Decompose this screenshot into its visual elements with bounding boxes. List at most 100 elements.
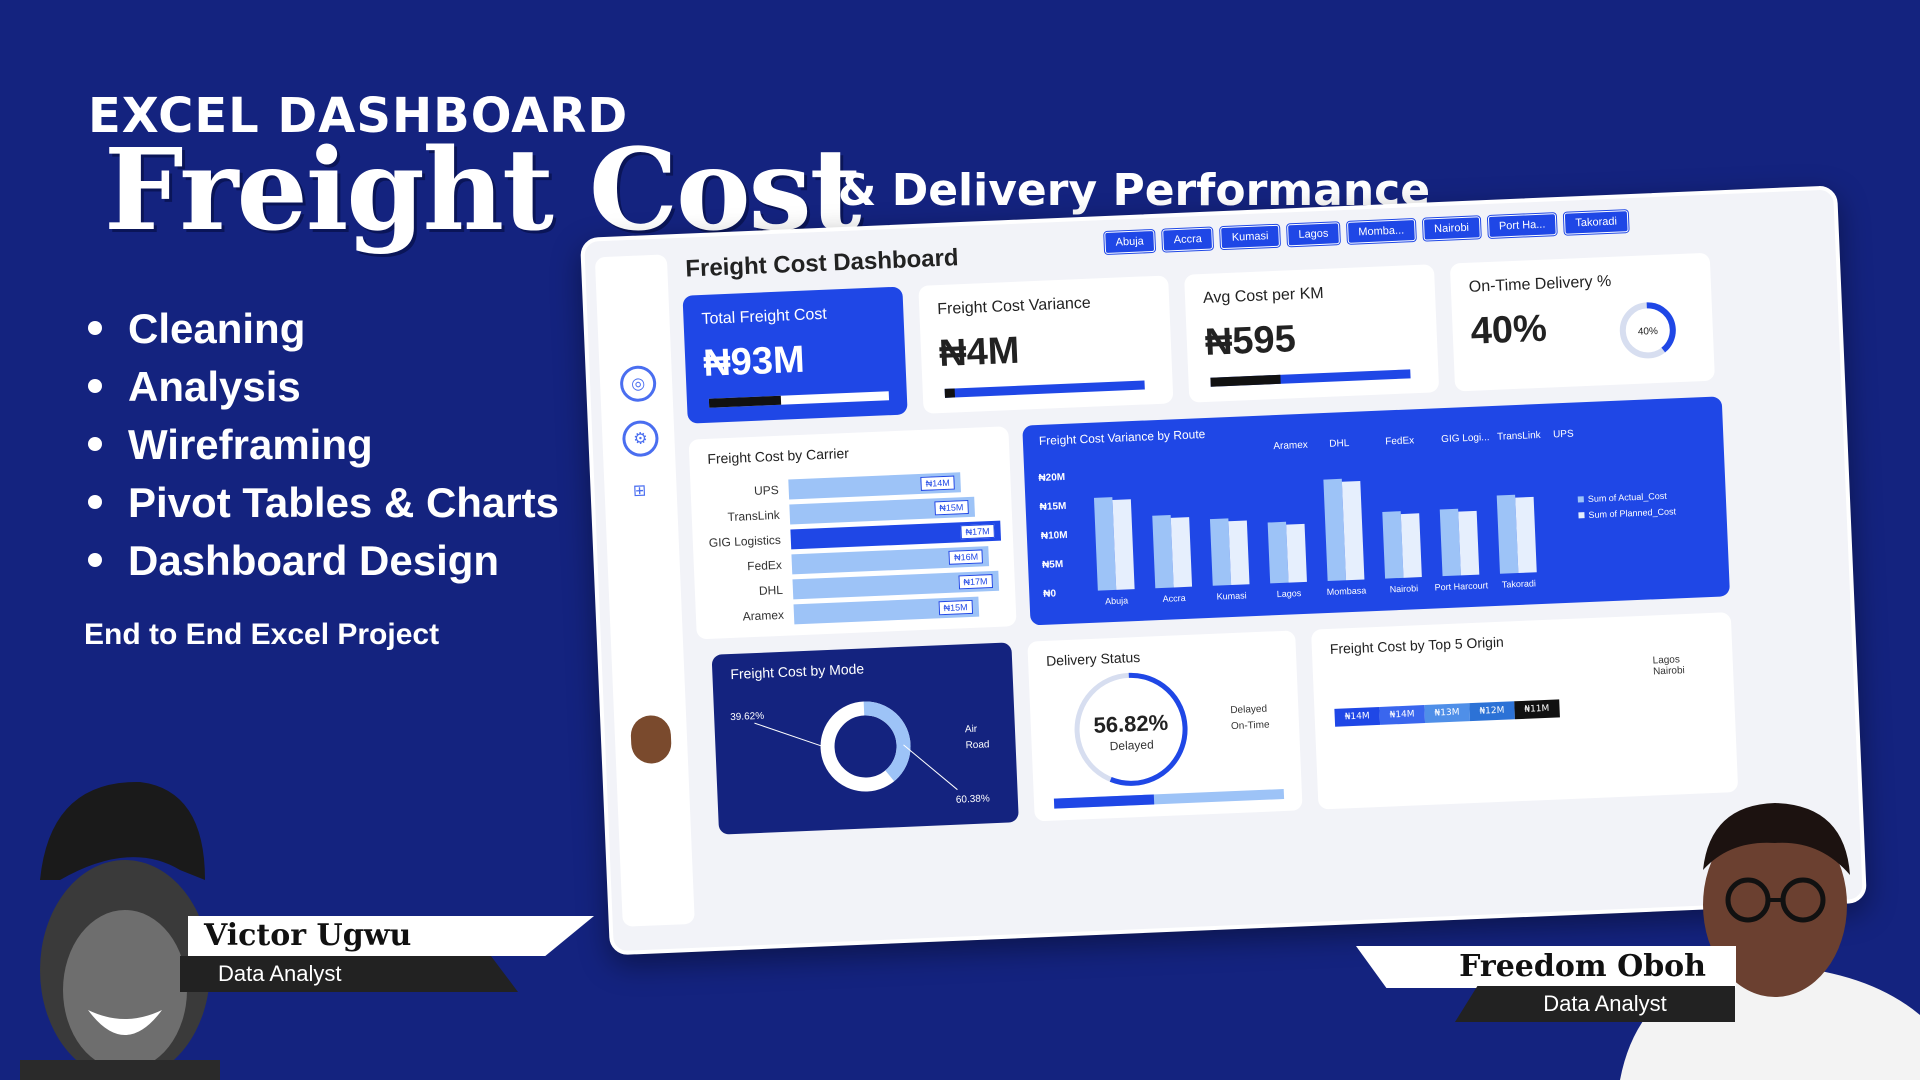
kpi-avg-cost-per-km: Avg Cost per KM ₦595: [1184, 264, 1440, 403]
ontime-donut: 40%: [1619, 302, 1676, 359]
filter-chip[interactable]: Nairobi: [1422, 216, 1481, 241]
bar-actual: [1093, 497, 1117, 591]
carrier-value: ₦16M: [948, 549, 984, 565]
legend-item: Nairobi: [1652, 665, 1686, 678]
filter-chip[interactable]: Kumasi: [1220, 224, 1280, 250]
bar-actual: [1267, 521, 1289, 584]
kpi-value: ₦595: [1204, 318, 1297, 364]
carrier-header-label: UPS: [1553, 429, 1574, 441]
skills-list: Cleaning Analysis Wireframing Pivot Tabl…: [88, 300, 559, 590]
carrier-header-label: GIG Logi...: [1441, 432, 1490, 445]
main-title: Freight Cost: [104, 125, 861, 256]
legend-road: Road: [965, 739, 989, 751]
kpi-progress-bar: [708, 391, 890, 408]
origin-stacked-bar: ₦14M ₦14M ₦13M ₦12M ₦11M: [1334, 699, 1560, 727]
legend-on-time: On-Time: [1231, 720, 1270, 733]
bar-planned: [1515, 496, 1537, 573]
bar-actual: [1439, 508, 1461, 577]
legend-label: Sum of Actual_Cost: [1588, 491, 1668, 504]
bar-actual: [1382, 511, 1404, 579]
filter-chip[interactable]: Takoradi: [1563, 210, 1629, 235]
skill-item: Cleaning: [88, 300, 559, 358]
carrier-label: GIG Logistics: [708, 532, 782, 550]
filter-chip[interactable]: Momba...: [1346, 219, 1416, 244]
origin-segment: ₦14M: [1379, 705, 1425, 725]
x-tick-label: Accra: [1162, 593, 1185, 604]
filter-chip[interactable]: Port Ha...: [1487, 213, 1557, 238]
origin-segment: ₦13M: [1424, 703, 1470, 724]
presenter-name-left: Victor Ugwu: [188, 916, 594, 956]
filter-chip[interactable]: Abuja: [1104, 229, 1156, 255]
mode-donut-svg: 39.62% 60.38% Air Road: [730, 701, 990, 806]
status-value: 56.82%: [1093, 710, 1169, 738]
skill-item: Dashboard Design: [88, 532, 559, 590]
bullet-icon: [88, 436, 102, 451]
origin-segment: ₦11M: [1514, 699, 1560, 720]
y-tick-label: ₦15M: [1039, 501, 1066, 513]
bullet-icon: [88, 552, 102, 567]
bar-planned: [1228, 520, 1250, 586]
carrier-value: ₦15M: [934, 499, 969, 516]
filter-chip[interactable]: Accra: [1162, 227, 1214, 252]
status-donut-svg: 56.82% Delayed Delayed On-Time: [1053, 672, 1285, 809]
mode-road-pct: 60.38%: [956, 793, 990, 805]
carrier-header-label: FedEx: [1385, 435, 1414, 447]
x-tick-label: Takoradi: [1502, 578, 1536, 589]
bar-actual: [1152, 515, 1174, 589]
kpi-value: ₦4M: [938, 329, 1021, 376]
globe-icon[interactable]: ◎: [619, 364, 657, 403]
bar-planned: [1286, 523, 1307, 583]
dashboard-title: Freight Cost Dashboard: [684, 244, 960, 283]
kpi-label: On-Time Delivery %: [1468, 272, 1612, 296]
presenter-photo-left: [20, 781, 220, 1080]
legend-swatch: [1578, 512, 1585, 519]
legend-swatch: [1577, 496, 1584, 503]
legend-air: Air: [965, 724, 978, 736]
kpi-freight-cost-variance: Freight Cost Variance ₦4M: [918, 275, 1174, 414]
gear-icon[interactable]: ⚙: [621, 419, 660, 458]
kpi-label: Total Freight Cost: [701, 305, 828, 328]
bar-actual: [1496, 494, 1519, 574]
section-title: Freight Cost by Top 5 Origin: [1329, 633, 1505, 657]
carrier-bar: ₦15M: [789, 496, 975, 525]
x-tick-label: Lagos: [1277, 588, 1302, 599]
carrier-label: Aramex: [742, 607, 785, 624]
chart-title: Freight Cost Variance by Route: [1039, 427, 1206, 448]
carrier-value: ₦17M: [960, 523, 995, 540]
kpi-on-time-delivery: On-Time Delivery % 40% 40%: [1449, 252, 1715, 392]
carrier-header-label: TransLink: [1497, 430, 1542, 443]
carrier-bar: ₦15M: [793, 596, 980, 625]
kpi-value: ₦93M: [702, 338, 806, 385]
kpi-progress-bar: [1210, 369, 1411, 387]
status-label: Delayed: [1109, 737, 1154, 753]
legend-label: Sum of Planned_Cost: [1588, 506, 1676, 520]
bullet-icon: [88, 378, 102, 393]
skill-item: Pivot Tables & Charts: [88, 474, 559, 532]
kpi-total-freight-cost: Total Freight Cost ₦93M: [682, 286, 908, 424]
carrier-label: UPS: [753, 482, 780, 498]
section-title: Freight Cost by Carrier: [707, 444, 850, 467]
skill-item: Analysis: [88, 358, 559, 416]
filter-chip[interactable]: Lagos: [1287, 222, 1340, 247]
origin-segment: ₦12M: [1469, 701, 1515, 722]
dashboard-logo: GRL: [607, 274, 656, 302]
y-tick-label: ₦5M: [1042, 559, 1064, 571]
bar-planned: [1458, 510, 1480, 576]
donut-label: 40%: [1638, 326, 1659, 338]
mode-air-pct: 39.62%: [730, 711, 764, 723]
x-tick-label: Nairobi: [1389, 583, 1418, 594]
eyebrow-title: EXCEL DASHBOARD: [88, 88, 629, 144]
kpi-label: Freight Cost Variance: [936, 294, 1092, 319]
route-variance-chart: Freight Cost Variance by Route Aramex DHL F…: [1022, 396, 1731, 626]
y-tick-label: ₦20M: [1038, 472, 1065, 484]
x-tick-label: Kumasi: [1216, 590, 1246, 601]
network-icon[interactable]: ⊞: [632, 480, 647, 500]
presenter-photo-right: [1620, 803, 1920, 1080]
linkedin-icon[interactable]: in: [635, 784, 679, 829]
carrier-bar: ₦16M: [791, 546, 990, 575]
bar-actual: [1209, 518, 1232, 586]
tagline: End to End Excel Project: [84, 618, 440, 651]
x-tick-label: Abuja: [1105, 595, 1128, 606]
carrier-chart: Freight Cost by Carrier UPS ₦14M TransLink…: [688, 426, 1017, 640]
origin-chart: Freight Cost by Top 5 Origin ₦14M ₦14M ₦…: [1311, 612, 1739, 810]
